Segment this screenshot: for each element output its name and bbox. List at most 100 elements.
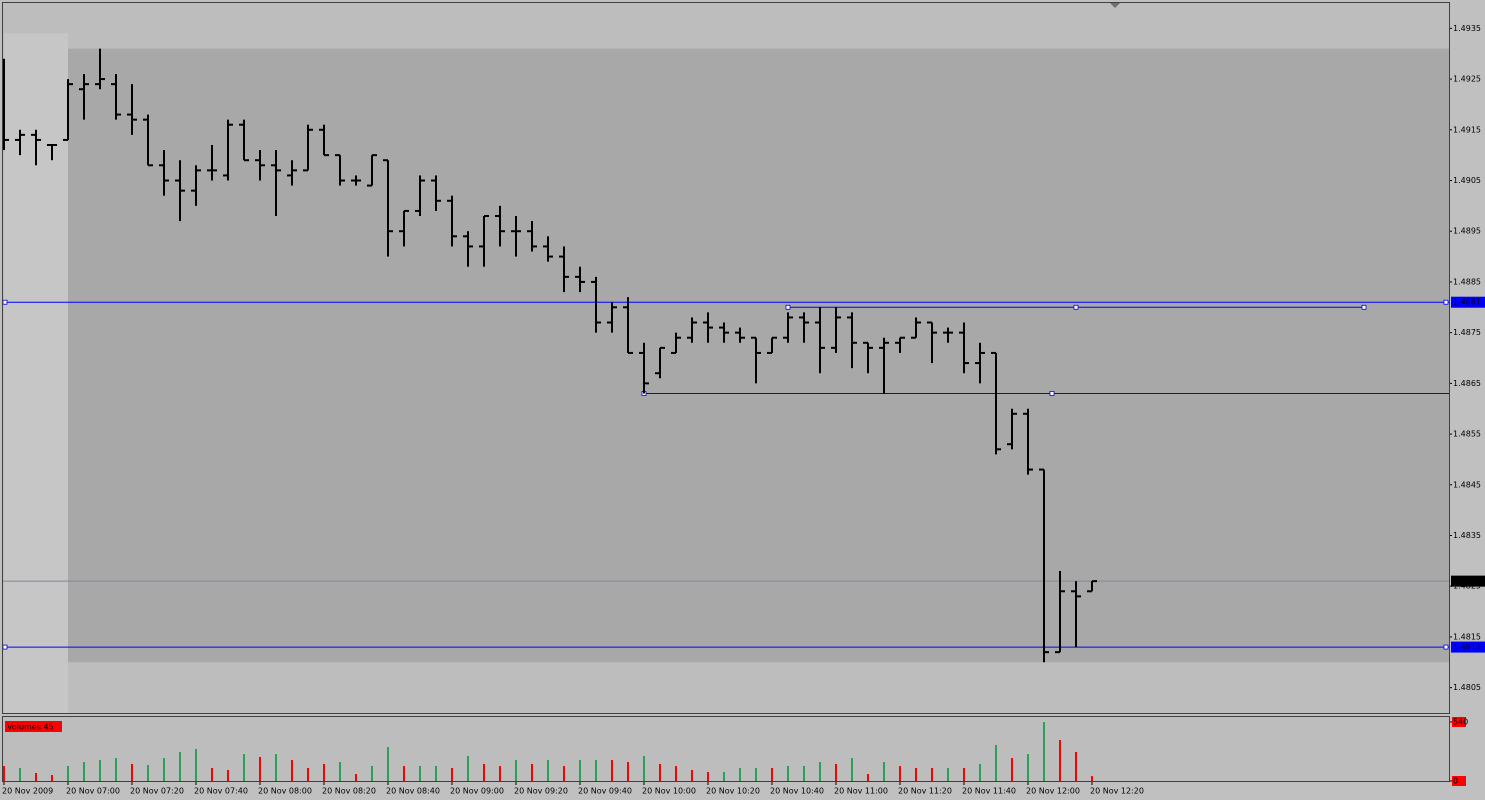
y-tick-label: 1.4875 bbox=[1453, 328, 1481, 337]
volume-bar bbox=[371, 766, 373, 781]
volume-bar bbox=[1091, 776, 1093, 781]
x-tick-label: 20 Nov 10:20 bbox=[706, 787, 760, 796]
last-price-box bbox=[1451, 575, 1485, 587]
y-tick-label: 1.4815 bbox=[1453, 632, 1481, 641]
trendline-handle bbox=[785, 304, 791, 310]
trendline-handle bbox=[1049, 391, 1055, 396]
hline-handle bbox=[3, 644, 8, 650]
volume-bar bbox=[771, 767, 773, 781]
x-tick-label: 20 Nov 2009 bbox=[2, 787, 53, 796]
y-tick-label: 0 bbox=[1453, 777, 1458, 786]
volume-bar bbox=[211, 767, 213, 781]
volume-bar bbox=[227, 769, 229, 781]
x-tick-label: 20 Nov 10:40 bbox=[770, 787, 824, 796]
x-tick-label: 20 Nov 08:00 bbox=[258, 787, 312, 796]
x-tick-label: 20 Nov 09:40 bbox=[578, 787, 632, 796]
volume-bar bbox=[915, 767, 917, 781]
x-tick-label: 20 Nov 11:40 bbox=[962, 787, 1016, 796]
volume-bar bbox=[531, 763, 533, 781]
volume-bar bbox=[963, 767, 965, 781]
volume-bar bbox=[707, 772, 709, 781]
volume-bar bbox=[851, 758, 853, 781]
shift-marker bbox=[1110, 3, 1120, 8]
volume-bar bbox=[691, 769, 693, 781]
price-frame bbox=[2, 2, 1450, 714]
volume-bar bbox=[3, 766, 5, 781]
hline-handle bbox=[1443, 644, 1449, 650]
x-tick-label: 20 Nov 11:20 bbox=[898, 787, 952, 796]
x-tick-label: 20 Nov 12:00 bbox=[1026, 787, 1080, 796]
volume-bar bbox=[787, 766, 789, 781]
volume-bar bbox=[1059, 740, 1061, 781]
x-tick-label: 20 Nov 11:00 bbox=[834, 787, 888, 796]
volume-bar bbox=[947, 767, 949, 781]
volume-bar bbox=[1011, 758, 1013, 781]
volume-bar bbox=[835, 763, 837, 781]
x-tick-label: 20 Nov 12:20 bbox=[1090, 787, 1144, 796]
volume-bar bbox=[739, 767, 741, 781]
volume-bar bbox=[387, 747, 389, 781]
volume-bar bbox=[515, 760, 517, 781]
volume-bar bbox=[467, 755, 469, 781]
volume-bar bbox=[1027, 754, 1029, 781]
y-tick-label: 1.4935 bbox=[1453, 24, 1481, 33]
y-tick-label: 1.4805 bbox=[1453, 683, 1481, 692]
y-tick-label: 1.4845 bbox=[1453, 480, 1481, 489]
y-tick-label: 1.4855 bbox=[1453, 430, 1481, 439]
x-tick-label: 20 Nov 10:00 bbox=[642, 787, 696, 796]
trendline-handle bbox=[1361, 304, 1367, 310]
y-tick-label: 1.4835 bbox=[1453, 531, 1481, 540]
volume-bar bbox=[1075, 752, 1077, 781]
volume-bar bbox=[35, 773, 37, 781]
volume-bar bbox=[595, 760, 597, 781]
volume-bar bbox=[883, 761, 885, 781]
volume-bar bbox=[291, 760, 293, 781]
volume-bar bbox=[867, 774, 869, 781]
volume-label-box bbox=[5, 721, 62, 732]
volume-bar bbox=[979, 763, 981, 781]
y-tick-label: 1.4865 bbox=[1453, 379, 1481, 388]
volume-pane bbox=[3, 717, 1449, 781]
y-tick-label: 1.4895 bbox=[1453, 227, 1481, 236]
volume-bar bbox=[803, 766, 805, 781]
volume-bar bbox=[307, 767, 309, 781]
volume-bar bbox=[83, 761, 85, 781]
volume-label: Volumes 45 bbox=[7, 723, 54, 732]
x-tick-label: 20 Nov 07:20 bbox=[130, 787, 184, 796]
volume-bar bbox=[339, 761, 341, 781]
volume-bar bbox=[499, 766, 501, 781]
hline-handle bbox=[3, 299, 8, 305]
volume-frame bbox=[2, 716, 1450, 782]
price-plot bbox=[3, 33, 1449, 713]
volume-bar bbox=[435, 766, 437, 781]
last-price-label: 1.4826 bbox=[1453, 577, 1481, 586]
x-tick-label: 20 Nov 08:20 bbox=[322, 787, 376, 796]
y-tick-label: 540 bbox=[1453, 718, 1468, 727]
volume-bar bbox=[19, 767, 21, 781]
volume-bar bbox=[403, 766, 405, 781]
volume-bar bbox=[99, 760, 101, 781]
volume-bar bbox=[67, 766, 69, 781]
hline-price-box bbox=[1451, 296, 1485, 308]
x-tick-label: 20 Nov 07:40 bbox=[194, 787, 248, 796]
volume-bar bbox=[451, 767, 453, 781]
volume-bar bbox=[931, 767, 933, 781]
volume-bar bbox=[819, 761, 821, 781]
volume-bar bbox=[419, 766, 421, 781]
hline-price-label: 1.4813 bbox=[1453, 643, 1481, 652]
y-tick-label: 1.4925 bbox=[1453, 75, 1481, 84]
volume-scale-box bbox=[1452, 776, 1466, 786]
volume-bar bbox=[723, 772, 725, 781]
x-tick-label: 20 Nov 09:00 bbox=[450, 787, 504, 796]
volume-bar bbox=[755, 767, 757, 781]
volume-bar bbox=[579, 760, 581, 781]
trendline-handle bbox=[1073, 304, 1079, 310]
volume-bar bbox=[147, 765, 149, 781]
volume-bar bbox=[195, 748, 197, 781]
y-tick-label: 1.4915 bbox=[1453, 125, 1481, 134]
volume-bar bbox=[51, 774, 53, 781]
volume-bar bbox=[1043, 722, 1045, 781]
y-tick-label: 1.4905 bbox=[1453, 176, 1481, 185]
